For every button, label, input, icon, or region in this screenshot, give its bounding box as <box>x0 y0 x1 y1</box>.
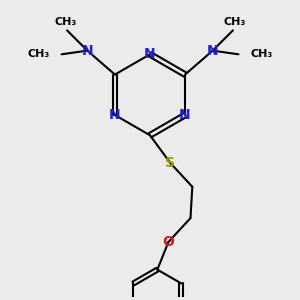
Text: N: N <box>179 108 191 122</box>
Text: O: O <box>163 235 174 249</box>
Text: CH₃: CH₃ <box>28 49 50 59</box>
Text: CH₃: CH₃ <box>54 17 76 27</box>
Text: CH₃: CH₃ <box>224 17 246 27</box>
Text: N: N <box>82 44 93 58</box>
Text: S: S <box>165 156 175 170</box>
Text: CH₃: CH₃ <box>250 49 272 59</box>
Text: N: N <box>207 44 218 58</box>
Text: N: N <box>109 108 121 122</box>
Text: N: N <box>144 47 156 61</box>
